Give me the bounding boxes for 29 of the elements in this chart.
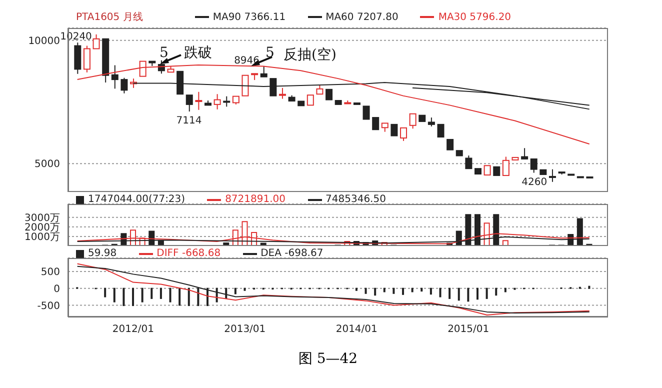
- annotation: 4260: [522, 176, 548, 188]
- y-tick-label: 3000万: [24, 212, 60, 224]
- legend-label: 7485346.50: [324, 194, 386, 205]
- y-tick-label: 0: [54, 284, 60, 295]
- x-tick-label: 2012/01: [112, 324, 154, 336]
- x-tick-label: 2014/01: [336, 324, 378, 336]
- legend-label: DIFF -668.68: [156, 248, 221, 259]
- annotation: 反抽(空): [284, 47, 336, 63]
- legend-label: 1747044.00(77:23): [87, 194, 186, 205]
- annotation: 7114: [176, 116, 202, 127]
- y-tick-label: 10000: [28, 36, 60, 47]
- chart-title: PTA1605 月线: [76, 10, 143, 24]
- annotation: 跌破: [184, 45, 212, 61]
- x-tick-label: 2015/01: [448, 324, 490, 336]
- legend-label: MA90 7366.11: [212, 12, 286, 22]
- y-tick-label: 500: [40, 267, 60, 278]
- legend-label: 8721891.00: [224, 194, 286, 205]
- y-tick-label: 2000万: [24, 222, 60, 234]
- caption: 图 5—42: [297, 350, 359, 368]
- annotation: 5: [266, 45, 274, 61]
- y-tick-label: 5000: [34, 159, 60, 170]
- y-tick-label: 1000万: [24, 232, 60, 244]
- legend-label: MA60 7207.80: [324, 12, 398, 22]
- annotation: 5: [160, 45, 168, 61]
- y-tick-label: -500: [37, 300, 60, 312]
- legend-label: 59.98: [87, 248, 117, 259]
- legend-label: DEA -698.67: [260, 248, 324, 259]
- x-tick-label: 2013/01: [224, 324, 266, 336]
- legend-label: MA30 5796.20: [437, 12, 512, 22]
